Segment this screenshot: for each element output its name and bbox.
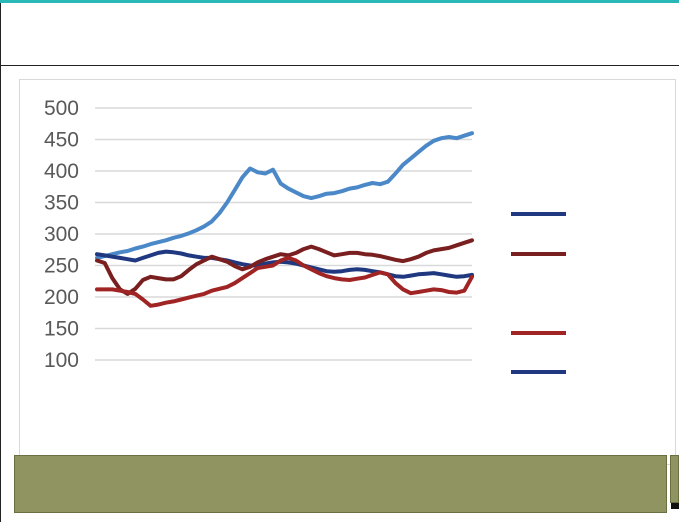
series-line-2 <box>95 249 474 279</box>
y-tick-label: 450 <box>44 129 79 152</box>
y-tick-label: 200 <box>44 286 79 309</box>
header-bar <box>0 3 679 66</box>
chart-legend <box>511 212 566 374</box>
series-lines <box>95 131 474 308</box>
series-line-4 <box>95 255 474 308</box>
top-accent-bar <box>0 0 679 3</box>
corner-mark <box>671 503 679 509</box>
y-tick-label: 400 <box>44 160 79 183</box>
y-axis-labels: 500 450 400 350 300 250 200 150 100 <box>44 97 79 372</box>
y-tick-label: 350 <box>44 192 79 215</box>
chart-grid <box>95 107 472 361</box>
y-tick-label: 250 <box>44 255 79 278</box>
series-line-3 <box>95 238 474 296</box>
y-tick-label: 150 <box>44 318 79 341</box>
bottom-panel <box>14 455 667 513</box>
y-tick-label: 100 <box>44 349 79 372</box>
y-tick-label: 300 <box>44 223 79 246</box>
y-tick-label: 500 <box>44 97 79 120</box>
side-panel <box>670 455 679 503</box>
series-line-1 <box>95 131 474 260</box>
